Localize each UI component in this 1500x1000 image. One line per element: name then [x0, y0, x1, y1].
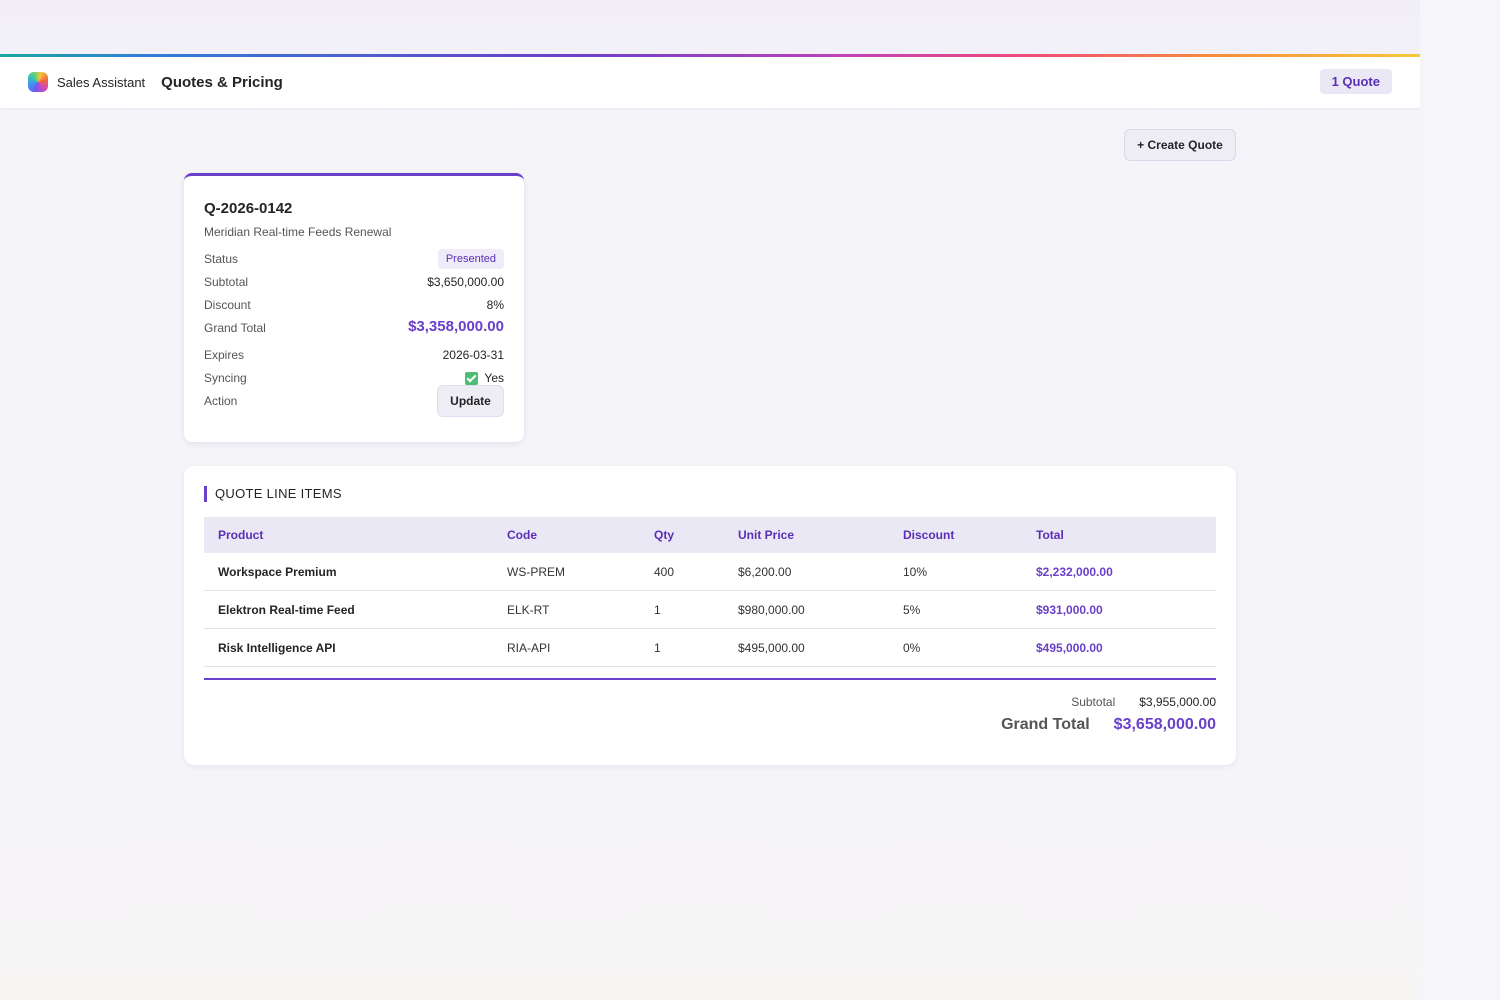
cell-total: $495,000.00 — [1022, 628, 1216, 667]
status-badge: Presented — [437, 249, 504, 269]
cell-total: $2,232,000.00 — [1022, 553, 1216, 591]
brand: Sales Assistant Quotes & Pricing — [28, 72, 283, 92]
items-grand-total-label: Grand Total — [1001, 716, 1090, 733]
cell-unit-price: $6,200.00 — [724, 553, 889, 591]
action-row: Action Update — [204, 385, 504, 417]
table-row: Elektron Real-time Feed ELK-RT 1 $980,00… — [204, 590, 1216, 629]
line-items-title: QUOTE LINE ITEMS — [204, 486, 342, 502]
syncing-text: Yes — [484, 371, 504, 385]
cell-code: WS-PREM — [493, 553, 640, 591]
app-logo-icon — [28, 72, 48, 92]
cell-product: Elektron Real-time Feed — [204, 590, 493, 629]
subtotal-row: Subtotal $3,650,000.00 — [204, 275, 504, 295]
cell-unit-price: $495,000.00 — [724, 628, 889, 667]
grand-total-row: Grand Total $3,358,000.00 — [204, 318, 504, 341]
column-header-code: Code — [493, 517, 640, 553]
line-items-card: QUOTE LINE ITEMS Product Code Qty Unit P… — [184, 466, 1236, 765]
table-header-row: Product Code Qty Unit Price Discount Tot… — [204, 517, 1216, 553]
status-row: Status Presented — [204, 249, 504, 272]
expires-value: 2026-03-31 — [442, 348, 504, 362]
syncing-row: Syncing Yes — [204, 371, 504, 391]
line-items-table: Product Code Qty Unit Price Discount Tot… — [204, 517, 1216, 667]
quote-card[interactable]: Q-2026-0142 Meridian Real-time Feeds Ren… — [184, 173, 524, 442]
items-grand-total-value: $3,658,000.00 — [1113, 716, 1216, 733]
table-row: Risk Intelligence API RIA-API 1 $495,000… — [204, 628, 1216, 667]
quote-id: Q-2026-0142 — [204, 200, 293, 217]
grand-total-value: $3,358,000.00 — [408, 318, 504, 335]
top-bar: Sales Assistant Quotes & Pricing 1 Quote — [0, 54, 1420, 108]
discount-row: Discount 8% — [204, 298, 504, 318]
accent-stripe — [0, 54, 1420, 57]
grand-total-label: Grand Total — [204, 321, 266, 335]
subtotal-label: Subtotal — [204, 275, 249, 289]
expires-label: Expires — [204, 348, 245, 362]
totals-divider — [204, 678, 1216, 680]
page-title: Quotes & Pricing — [161, 73, 283, 91]
discount-value: 8% — [486, 298, 504, 312]
column-header-unit-price: Unit Price — [724, 517, 889, 553]
app-window: Sales Assistant Quotes & Pricing 1 Quote… — [0, 0, 1420, 1000]
discount-label: Discount — [204, 298, 251, 312]
cell-code: RIA-API — [493, 628, 640, 667]
window-gutter — [1420, 0, 1500, 1000]
column-header-qty: Qty — [640, 517, 724, 553]
column-header-product: Product — [204, 517, 493, 553]
syncing-label: Syncing — [204, 371, 247, 385]
checkbox-checked-icon — [465, 371, 479, 385]
quote-name: Meridian Real-time Feeds Renewal — [204, 225, 392, 239]
cell-code: ELK-RT — [493, 590, 640, 629]
create-quote-button[interactable]: + Create Quote — [1124, 129, 1236, 161]
cell-total: $931,000.00 — [1022, 590, 1216, 629]
cell-discount: 5% — [889, 590, 1022, 629]
items-grand-total-row: Grand Total $3,658,000.00 — [1001, 716, 1216, 734]
items-subtotal-row: Subtotal $3,955,000.00 — [1071, 695, 1216, 709]
items-subtotal-value: $3,955,000.00 — [1139, 695, 1216, 709]
column-header-discount: Discount — [889, 517, 1022, 553]
status-label: Status — [204, 252, 239, 266]
table-row: Workspace Premium WS-PREM 400 $6,200.00 … — [204, 553, 1216, 591]
cell-discount: 0% — [889, 628, 1022, 667]
cell-product: Workspace Premium — [204, 553, 493, 591]
cell-qty: 400 — [640, 553, 724, 591]
brand-name: Sales Assistant — [57, 74, 146, 90]
cell-discount: 10% — [889, 553, 1022, 591]
column-header-total: Total — [1022, 517, 1216, 553]
action-label: Action — [204, 394, 238, 408]
cell-qty: 1 — [640, 590, 724, 629]
subtotal-value: $3,650,000.00 — [427, 275, 504, 289]
quote-count-badge: 1 Quote — [1319, 69, 1392, 94]
cell-qty: 1 — [640, 628, 724, 667]
cell-unit-price: $980,000.00 — [724, 590, 889, 629]
expires-row: Expires 2026-03-31 — [204, 348, 504, 368]
items-subtotal-label: Subtotal — [1071, 695, 1116, 709]
update-button[interactable]: Update — [437, 385, 504, 417]
syncing-value: Yes — [465, 371, 504, 385]
cell-product: Risk Intelligence API — [204, 628, 493, 667]
